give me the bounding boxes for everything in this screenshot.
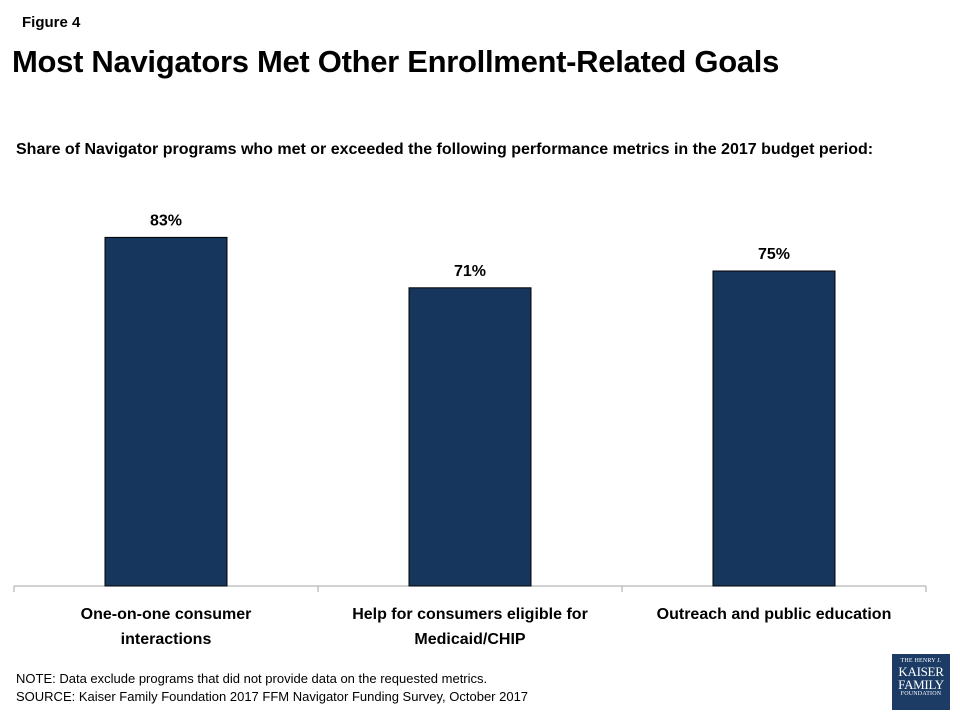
bar [408,287,532,587]
source-text: SOURCE: Kaiser Family Foundation 2017 FF… [16,689,529,704]
x-tick-label: Help for consumers eligible for [352,606,588,623]
bar [104,236,228,587]
note-text: NOTE: Data exclude programs that did not… [16,671,488,686]
logo-line-2: KAISER [898,664,944,679]
chart-subtitle: Share of Navigator programs who met or e… [16,141,874,158]
kff-logo: THE HENRY J. KAISER FAMILY FOUNDATION [892,654,950,710]
logo-line-4: FOUNDATION [900,691,942,697]
figure-label: Figure 4 [22,14,81,31]
x-tick-label: Medicaid/CHIP [414,631,525,648]
bar [712,270,836,587]
x-tick-label: interactions [121,631,212,648]
bar-data-label: 71% [454,263,486,280]
x-tick-label: One-on-one consumer [81,606,252,623]
chart-notes: NOTE: Data exclude programs that did not… [16,670,528,706]
logo-line-1: THE HENRY J. [900,658,942,664]
bar-data-label: 83% [150,212,182,229]
bar-data-label: 75% [758,246,790,263]
logo-line-3: FAMILY [898,677,944,692]
bar-chart: 83% One-on-one consumer interactions 71% Hel… [13,212,927,648]
x-tick-label: Outreach and public education [657,606,892,623]
chart-title: Most Navigators Met Other Enrollment-Rel… [12,44,780,79]
